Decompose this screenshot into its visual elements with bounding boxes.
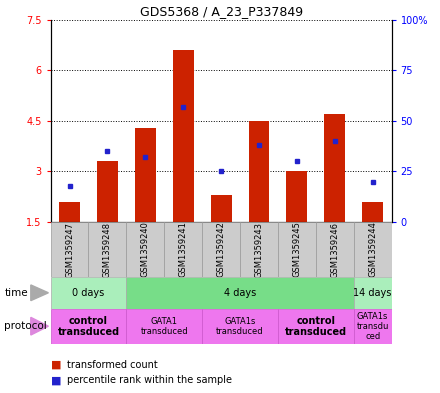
Polygon shape [31, 285, 48, 301]
Text: protocol: protocol [4, 321, 47, 331]
Bar [126, 277, 354, 309]
Text: GSM1359246: GSM1359246 [330, 222, 339, 277]
Text: percentile rank within the sample: percentile rank within the sample [67, 375, 232, 386]
Text: GSM1359240: GSM1359240 [141, 222, 150, 277]
Bar [354, 309, 392, 344]
Text: ■: ■ [51, 375, 61, 386]
Bar [173, 50, 194, 222]
Title: GDS5368 / A_23_P337849: GDS5368 / A_23_P337849 [139, 6, 303, 18]
Text: 4 days: 4 days [224, 288, 256, 298]
Bar [278, 309, 354, 344]
Text: 0 days: 0 days [72, 288, 105, 298]
Bar [354, 222, 392, 277]
Text: control
transduced: control transduced [285, 316, 347, 337]
Text: transformed count: transformed count [67, 360, 158, 370]
Bar [211, 195, 231, 222]
Text: GSM1359244: GSM1359244 [368, 222, 377, 277]
Bar [202, 222, 240, 277]
Text: GATA1
transduced: GATA1 transduced [140, 317, 188, 336]
Bar [51, 222, 88, 277]
Bar [362, 202, 383, 222]
Bar [59, 202, 80, 222]
Bar [126, 309, 202, 344]
Bar [51, 309, 126, 344]
Bar [324, 114, 345, 222]
Text: control
transduced: control transduced [58, 316, 120, 337]
Text: GSM1359243: GSM1359243 [254, 222, 264, 277]
Bar [126, 222, 164, 277]
Bar [164, 222, 202, 277]
Text: GATA1s
transdu
ced: GATA1s transdu ced [356, 312, 389, 341]
Text: ■: ■ [51, 360, 61, 370]
Bar [316, 222, 354, 277]
Bar [240, 222, 278, 277]
Text: GSM1359242: GSM1359242 [216, 222, 226, 277]
Bar [278, 222, 316, 277]
Bar [286, 171, 307, 222]
Bar [354, 277, 392, 309]
Bar [88, 222, 126, 277]
Bar [202, 309, 278, 344]
Text: GATA1s
transduced: GATA1s transduced [216, 317, 264, 336]
Bar [135, 128, 156, 222]
Text: GSM1359248: GSM1359248 [103, 222, 112, 277]
Text: GSM1359245: GSM1359245 [292, 222, 301, 277]
Bar [249, 121, 269, 222]
Text: time: time [4, 288, 28, 298]
Bar [51, 277, 126, 309]
Text: 14 days: 14 days [353, 288, 392, 298]
Text: GSM1359247: GSM1359247 [65, 222, 74, 277]
Polygon shape [31, 318, 48, 335]
Bar [97, 162, 118, 222]
Text: GSM1359241: GSM1359241 [179, 222, 188, 277]
